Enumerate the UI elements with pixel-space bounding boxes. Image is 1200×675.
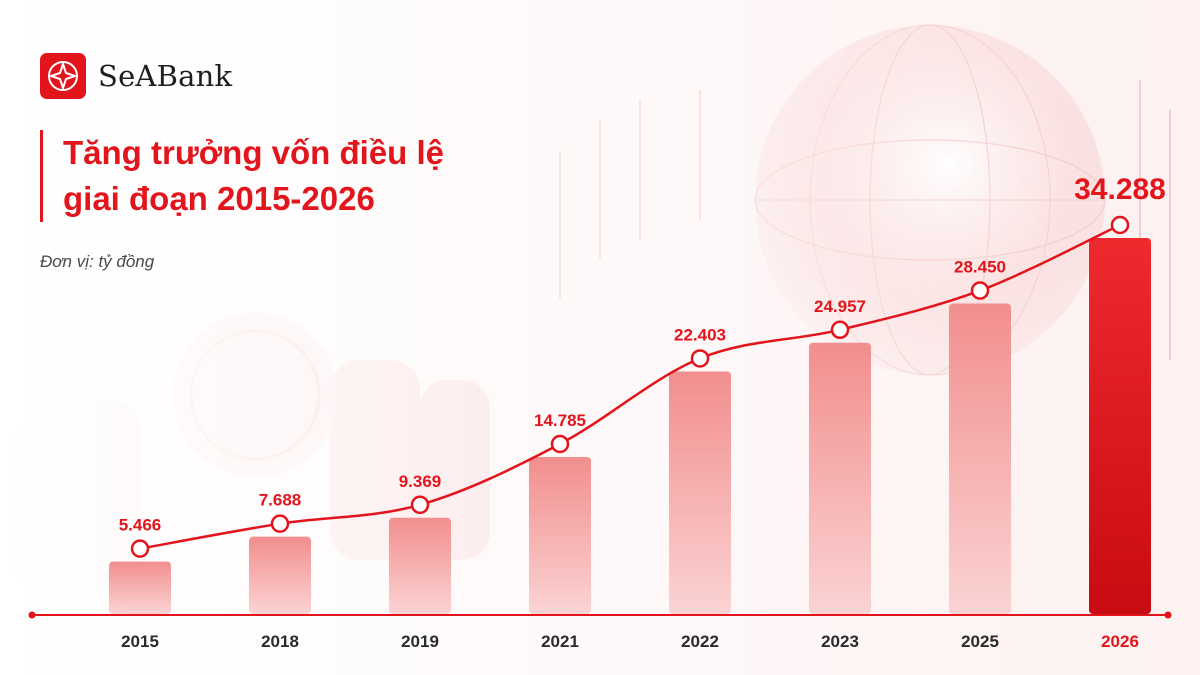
x-tick-2026: 2026 [1101, 632, 1139, 651]
value-label-2021: 14.785 [534, 411, 586, 430]
marker-2018 [270, 514, 290, 533]
value-labels: 5.466 7.688 9.369 14.785 22.403 24.957 28.450 3… [119, 173, 1166, 535]
x-axis-end-right [1164, 611, 1172, 619]
bar-series [109, 238, 1151, 614]
x-tick-2015: 2015 [121, 632, 159, 651]
marker-2019 [410, 495, 430, 515]
value-label-2022: 22.403 [674, 325, 726, 344]
brand-name: SeABank [98, 59, 233, 93]
bar-2026 [1089, 238, 1151, 614]
bar-2023 [809, 342, 871, 614]
bar-2021 [529, 456, 591, 614]
value-label-2023: 24.957 [814, 297, 866, 316]
x-tick-2022: 2022 [681, 632, 719, 651]
marker-2023 [830, 320, 850, 340]
value-label-2015: 5.466 [119, 516, 162, 535]
bar-2018 [249, 536, 311, 614]
x-tick-labels: 2015 2018 2019 2021 2022 2023 2025 2026 [121, 632, 1139, 651]
seabank-star-logo-icon [40, 53, 86, 99]
trend-line [139, 223, 1121, 550]
x-axis-end-left [28, 611, 36, 619]
x-tick-2018: 2018 [261, 632, 299, 651]
value-label-2025: 28.450 [954, 258, 1006, 277]
unit-note: Đơn vị: tỷ đồng [40, 252, 155, 271]
marker-2025 [970, 281, 990, 300]
marker-2022 [690, 349, 710, 368]
x-tick-2025: 2025 [961, 632, 999, 651]
bar-2019 [389, 517, 451, 614]
value-label-2019: 9.369 [399, 472, 442, 491]
trend-markers [130, 215, 1130, 558]
brand: SeABank [40, 53, 232, 99]
marker-2026 [1110, 215, 1130, 235]
x-tick-2023: 2023 [821, 632, 859, 651]
title-line-2: giai đoạn 2015-2026 [63, 180, 375, 217]
bar-2025 [949, 303, 1011, 614]
value-label-2018: 7.688 [259, 491, 302, 510]
x-tick-2021: 2021 [541, 632, 579, 651]
x-tick-2019: 2019 [401, 632, 439, 651]
value-label-2026: 34.288 [1074, 173, 1166, 206]
bar-2022 [669, 371, 731, 614]
page-title: Tăng trưởng vốn điều lệ giai đoạn 2015-2… [40, 130, 444, 222]
marker-2015 [130, 539, 150, 558]
bar-2015 [109, 561, 171, 614]
title-line-1: Tăng trưởng vốn điều lệ [63, 134, 445, 171]
marker-2021 [550, 434, 570, 454]
